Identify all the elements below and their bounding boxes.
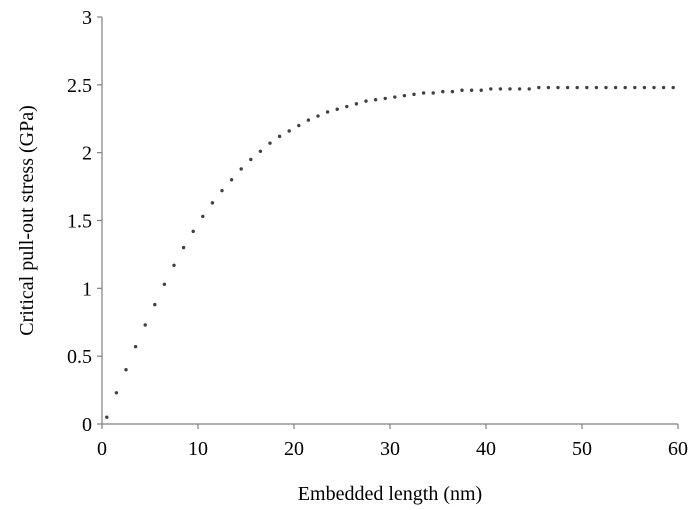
data-point xyxy=(460,89,463,92)
data-point xyxy=(451,90,454,93)
data-point xyxy=(576,86,579,89)
data-point xyxy=(249,158,252,161)
data-point xyxy=(547,86,550,89)
data-point xyxy=(672,86,675,89)
data-point xyxy=(153,303,156,306)
data-point xyxy=(595,86,598,89)
data-point xyxy=(163,283,166,286)
data-point xyxy=(518,87,521,90)
data-point xyxy=(633,86,636,89)
data-point xyxy=(124,368,127,371)
data-point xyxy=(585,86,588,89)
x-tick-label: 10 xyxy=(188,438,208,460)
data-point xyxy=(192,230,195,233)
x-axis-title: Embedded length (nm) xyxy=(298,483,482,505)
data-point xyxy=(384,97,387,100)
data-point xyxy=(566,86,569,89)
x-tick-label: 20 xyxy=(284,438,304,460)
x-tick-label: 0 xyxy=(97,438,107,460)
x-tick-label: 40 xyxy=(476,438,496,460)
y-tick-label: 1 xyxy=(82,278,92,300)
data-point xyxy=(326,110,329,113)
data-points xyxy=(105,86,675,419)
data-point xyxy=(172,264,175,267)
data-point xyxy=(643,86,646,89)
data-point xyxy=(307,118,310,121)
data-point xyxy=(144,323,147,326)
y-tick-label: 0.5 xyxy=(67,346,92,368)
data-point xyxy=(240,167,243,170)
data-point xyxy=(336,108,339,111)
data-point xyxy=(278,135,281,138)
data-point xyxy=(393,95,396,98)
data-point xyxy=(134,345,137,348)
data-point xyxy=(604,86,607,89)
data-point xyxy=(201,215,204,218)
data-point xyxy=(297,124,300,127)
data-point xyxy=(537,86,540,89)
data-point xyxy=(182,246,185,249)
data-point xyxy=(355,102,358,105)
data-point xyxy=(422,91,425,94)
data-point xyxy=(662,86,665,89)
data-point xyxy=(220,189,223,192)
data-point xyxy=(364,99,367,102)
data-point xyxy=(470,89,473,92)
data-point xyxy=(652,86,655,89)
data-point xyxy=(211,201,214,204)
data-point xyxy=(268,141,271,144)
y-axis-ticks: 0 0.5 1 1.5 2 2.5 3 xyxy=(67,7,102,436)
data-point xyxy=(432,91,435,94)
data-point xyxy=(259,150,262,153)
y-tick-label: 2.5 xyxy=(67,75,92,97)
data-point xyxy=(480,89,483,92)
data-point xyxy=(403,94,406,97)
data-point xyxy=(556,86,559,89)
data-point xyxy=(316,114,319,117)
x-tick-label: 50 xyxy=(572,438,592,460)
x-axis-ticks: 0 10 20 30 40 50 60 xyxy=(97,424,688,460)
y-tick-label: 0 xyxy=(82,414,92,436)
data-point xyxy=(441,90,444,93)
data-point xyxy=(105,416,108,419)
data-point xyxy=(499,87,502,90)
data-point xyxy=(115,391,118,394)
data-point xyxy=(374,98,377,101)
data-point xyxy=(614,86,617,89)
x-tick-label: 60 xyxy=(668,438,688,460)
data-point xyxy=(508,87,511,90)
data-point xyxy=(230,178,233,181)
data-point xyxy=(528,87,531,90)
y-tick-label: 1.5 xyxy=(67,211,92,233)
data-point xyxy=(345,105,348,108)
y-tick-label: 2 xyxy=(82,143,92,165)
data-point xyxy=(489,87,492,90)
data-point xyxy=(288,129,291,132)
x-tick-label: 30 xyxy=(380,438,400,460)
data-point xyxy=(412,93,415,96)
y-axis-title: Critical pull-out stress (GPa) xyxy=(16,105,38,336)
data-point xyxy=(624,86,627,89)
y-tick-label: 3 xyxy=(82,7,92,29)
